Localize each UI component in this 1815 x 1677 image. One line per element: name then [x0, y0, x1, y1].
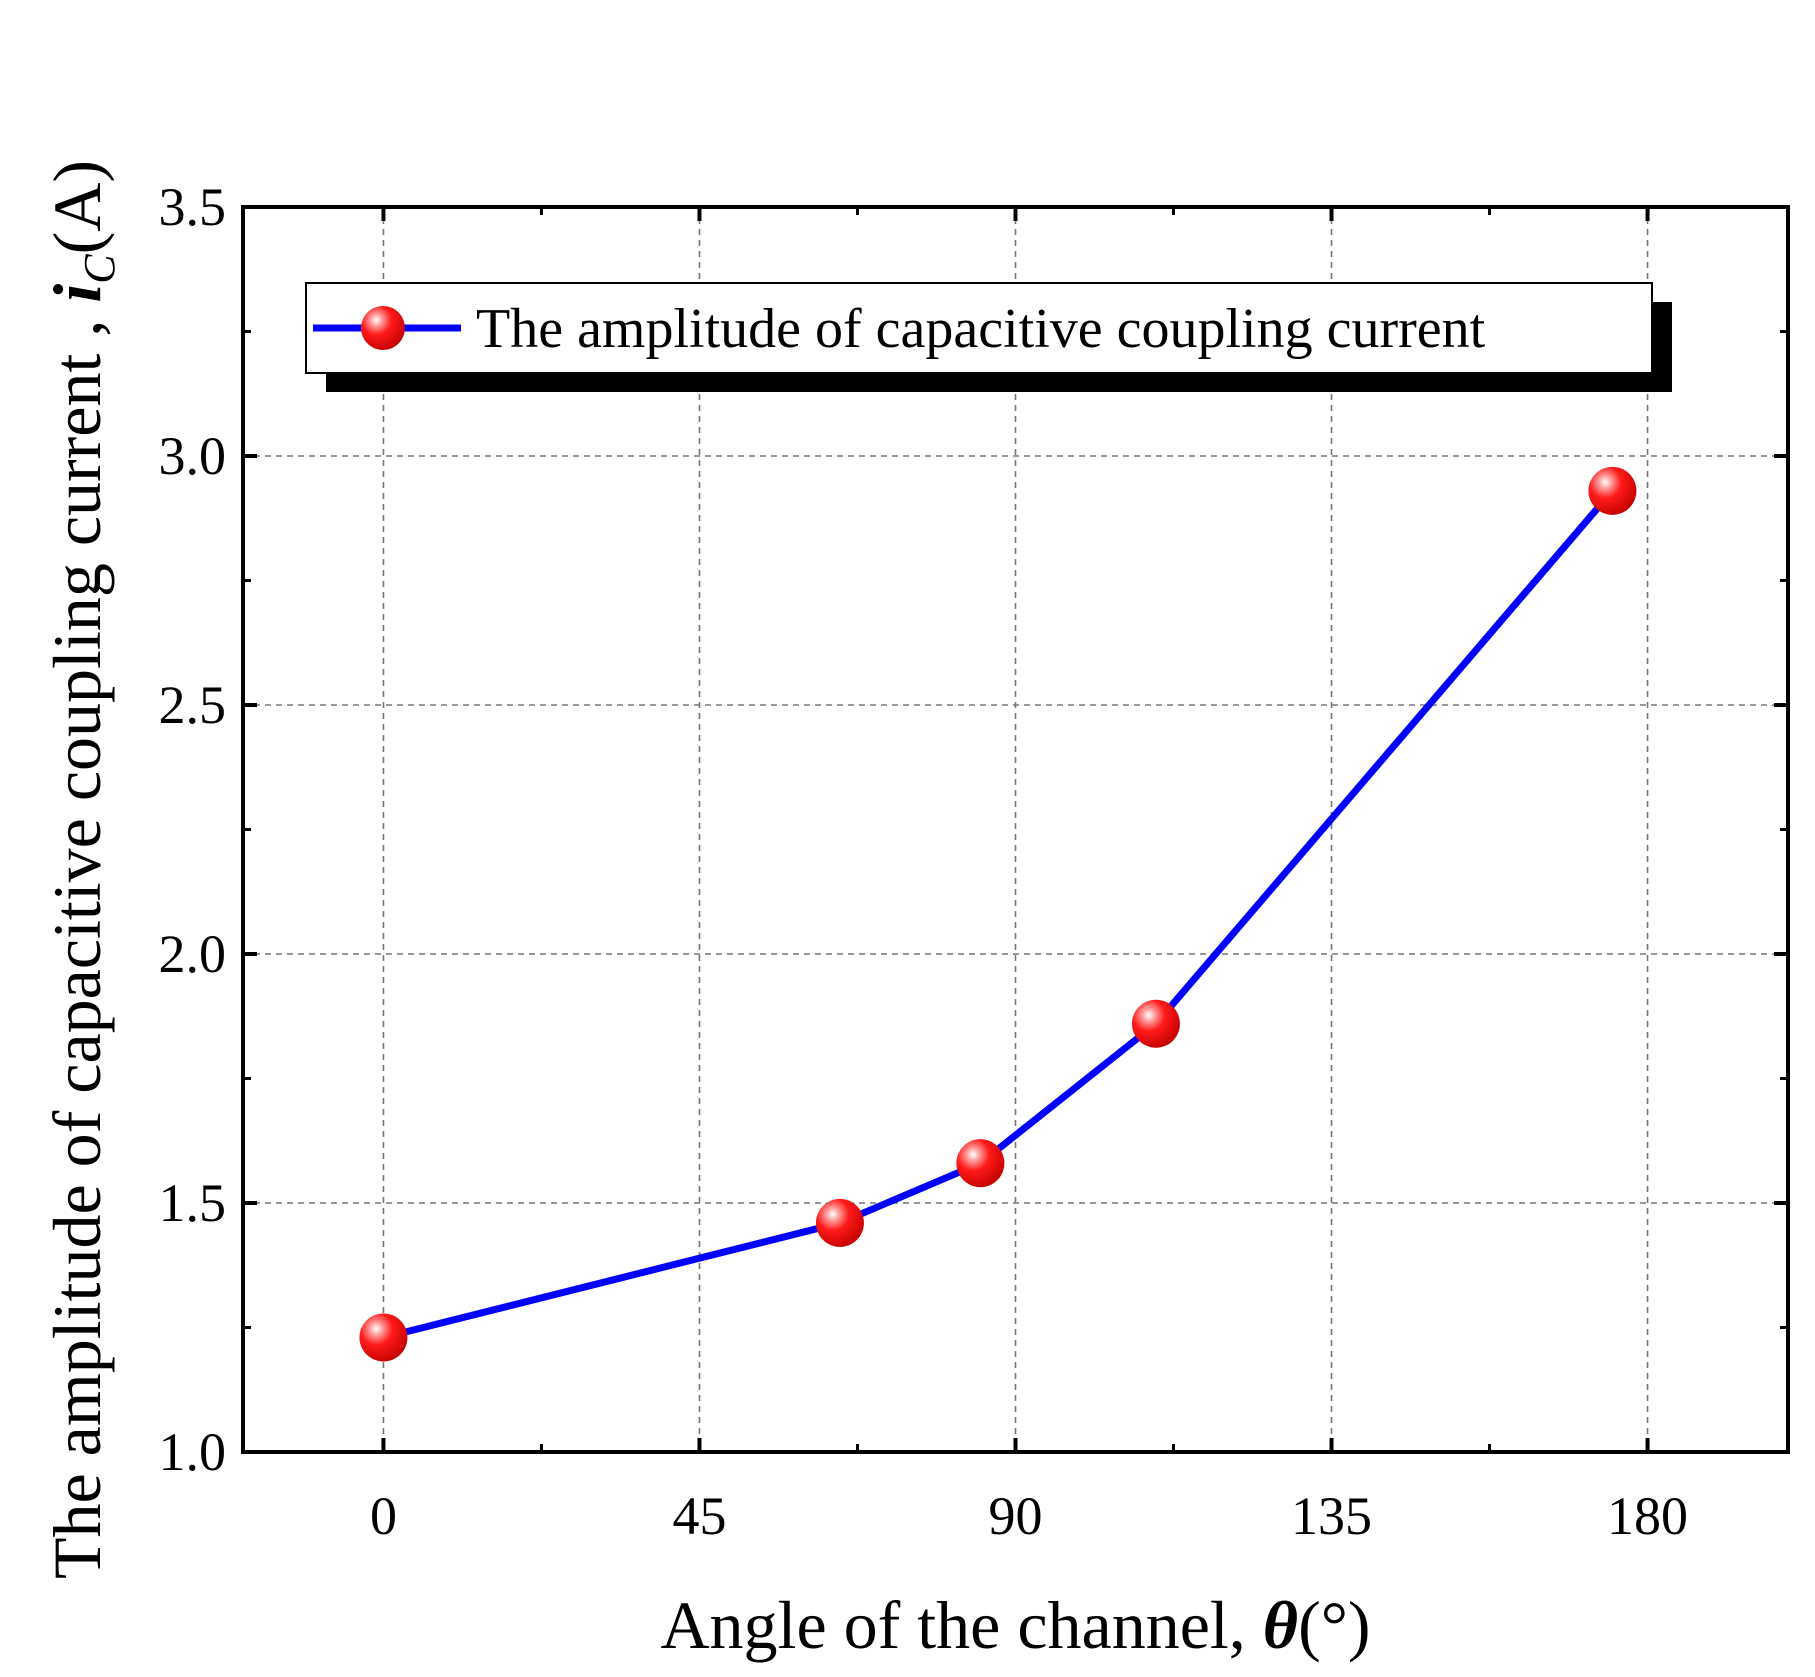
- tick-labels: 0 45 90 135 180 1.0 1.5 2.0 2.5 3.0 3.5: [159, 177, 1689, 1546]
- data-point: [956, 1139, 1005, 1188]
- legend-marker-sample: [361, 306, 405, 350]
- y-tick-label: 3.0: [159, 426, 227, 486]
- x-tick-label: 180: [1607, 1486, 1688, 1546]
- x-tick-label: 90: [989, 1486, 1043, 1546]
- grid-lines: [243, 207, 1788, 1452]
- data-point: [1588, 466, 1637, 515]
- data-series: [359, 466, 1637, 1362]
- y-tick-label: 1.5: [159, 1173, 227, 1233]
- series-line: [382, 488, 1616, 1341]
- y-tick-label: 2.0: [159, 924, 227, 984]
- x-axis-title: Angle of the channel, θ(°): [660, 1587, 1370, 1663]
- axis-ticks: [243, 205, 1788, 1454]
- y-tick-label: 1.0: [159, 1422, 227, 1482]
- y-axis-title: The amplitude of capacitive coupling cur…: [39, 160, 124, 1579]
- legend: The amplitude of capacitive coupling cur…: [305, 282, 1672, 392]
- x-tick-label: 135: [1291, 1486, 1372, 1546]
- x-tick-label: 45: [672, 1486, 726, 1546]
- data-point: [1131, 999, 1180, 1048]
- legend-box: [305, 282, 1653, 374]
- data-point: [359, 1313, 408, 1362]
- x-tick-label: 0: [370, 1486, 397, 1546]
- data-point: [815, 1198, 864, 1247]
- y-tick-label: 2.5: [159, 675, 227, 735]
- legend-label: The amplitude of capacitive coupling cur…: [476, 298, 1486, 360]
- y-tick-label: 3.5: [159, 177, 227, 237]
